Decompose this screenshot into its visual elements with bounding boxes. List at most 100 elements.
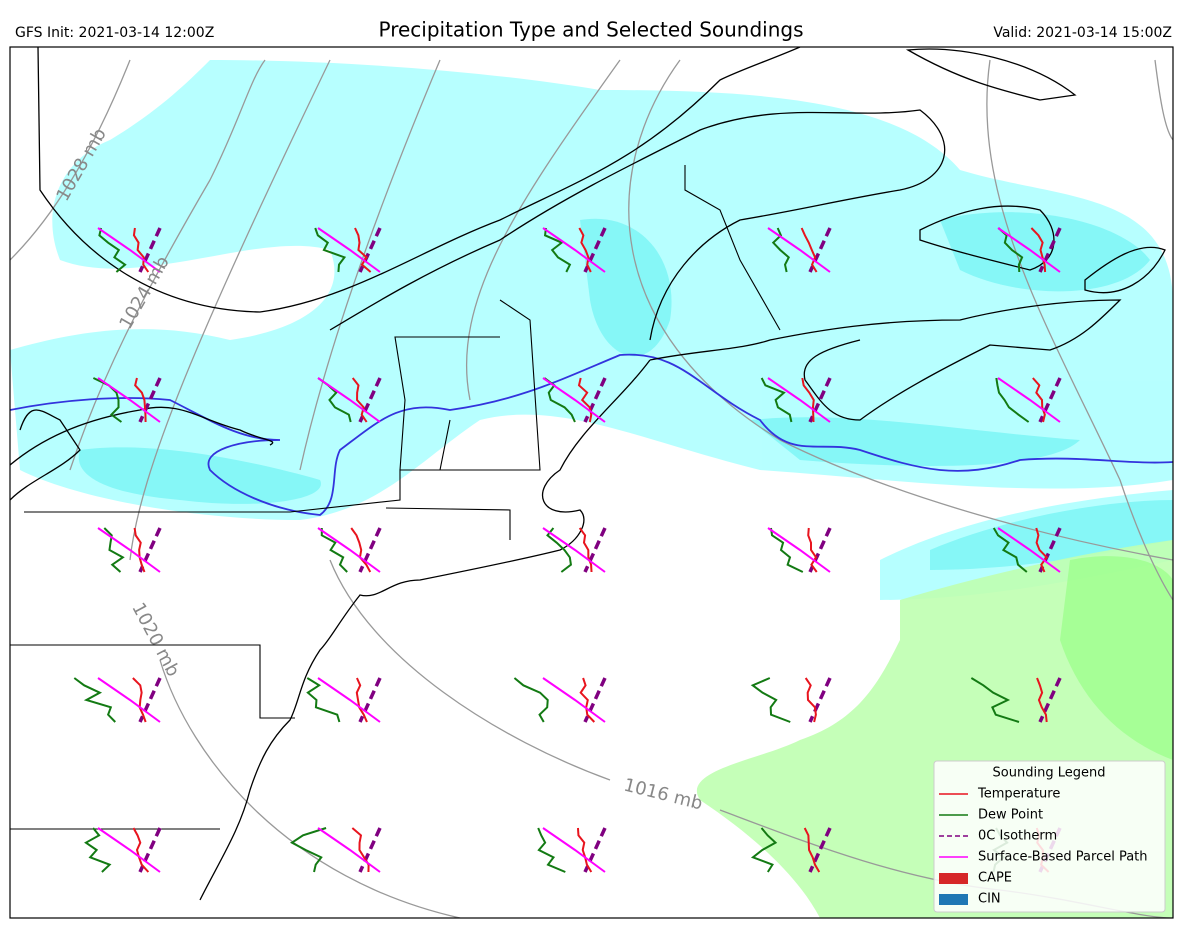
- dewpoint-line: [306, 677, 341, 723]
- isotherm: [1038, 527, 1062, 573]
- temperature-line: [579, 677, 596, 723]
- parcel-path: [767, 527, 831, 573]
- dewpoint-line: [750, 677, 791, 723]
- isotherm: [358, 227, 382, 273]
- isobar-label: 1020 mb: [127, 599, 183, 680]
- isotherm: [138, 527, 162, 573]
- parcel-path: [997, 527, 1061, 573]
- temperature-line: [577, 377, 593, 423]
- parcel-path: [97, 377, 161, 423]
- temperature-line: [355, 677, 368, 723]
- legend: Sounding Legend Temperature Dew Point 0C I…: [933, 760, 1166, 913]
- dewpoint-line: [771, 227, 790, 273]
- isotherm: [138, 677, 162, 723]
- legend-swatch: [939, 894, 968, 905]
- dewpoint-line: [320, 527, 348, 573]
- valid-time: Valid: 2021-03-14 15:00Z: [993, 25, 1172, 41]
- dewpoint-line: [98, 227, 127, 273]
- isotherm: [1038, 377, 1062, 423]
- isotherm: [583, 527, 607, 573]
- dewpoint-line: [289, 827, 327, 873]
- legend-label: CIN: [978, 892, 1001, 907]
- isotherm: [583, 677, 607, 723]
- temperature-line: [804, 677, 817, 723]
- parcel-path: [542, 527, 606, 573]
- parcel-path: [767, 377, 831, 423]
- isotherm: [583, 827, 607, 873]
- parcel-path: [317, 527, 381, 573]
- legend-swatch: [939, 873, 968, 884]
- legend-label: CAPE: [978, 871, 1012, 886]
- parcel-path: [542, 227, 606, 273]
- parcel-path: [997, 227, 1061, 273]
- zero-degree-line: [10, 353, 1173, 516]
- isotherm: [138, 227, 162, 273]
- temperature-line: [1032, 377, 1046, 423]
- dewpoint-line: [546, 527, 573, 573]
- parcel-path: [97, 677, 161, 723]
- isotherm: [138, 827, 162, 873]
- temperature-line: [576, 827, 593, 873]
- legend-title: Sounding Legend: [993, 766, 1106, 781]
- snow-heavy: [78, 212, 1173, 570]
- temperature-line: [578, 227, 592, 273]
- temperature-line: [351, 827, 370, 873]
- temperature-line: [350, 527, 372, 573]
- rain-heavy: [1060, 556, 1173, 760]
- dewpoint-line: [995, 377, 1030, 423]
- borders: [10, 165, 781, 830]
- coastlines: [10, 47, 1166, 901]
- dewpoint-line: [750, 827, 778, 873]
- parcel-path: [97, 227, 161, 273]
- temperature-line: [132, 827, 150, 873]
- isotherm: [808, 677, 832, 723]
- dewpoint-line: [84, 827, 112, 873]
- dewpoint-line: [314, 227, 347, 273]
- map-title: Precipitation Type and Selected Sounding…: [378, 18, 803, 42]
- legend-label: 0C Isotherm: [978, 829, 1057, 844]
- legend-label: Dew Point: [978, 808, 1043, 823]
- dewpoint-line: [543, 227, 572, 273]
- isotherm: [583, 377, 607, 423]
- isotherm: [358, 377, 382, 423]
- isotherm: [808, 227, 832, 273]
- temperature-line: [803, 827, 821, 873]
- temperature-line: [351, 377, 368, 423]
- init-time: GFS Init: 2021-03-14 12:00Z: [15, 25, 214, 41]
- dewpoint-line: [992, 527, 1028, 573]
- dewpoint-line: [537, 827, 566, 873]
- legend-box: [933, 760, 1166, 913]
- isotherm: [358, 677, 382, 723]
- temperature-line: [354, 227, 372, 273]
- parcel-path: [542, 377, 606, 423]
- isotherm: [138, 377, 162, 423]
- temperature-line: [801, 377, 815, 423]
- parcel-path: [317, 377, 381, 423]
- dewpoint-line: [970, 677, 1020, 723]
- temperature-line: [132, 227, 150, 273]
- parcel-path: [767, 227, 831, 273]
- isotherm: [1038, 677, 1062, 723]
- temperature-line: [1036, 677, 1048, 723]
- parcel-path: [317, 677, 381, 723]
- isotherm: [808, 827, 832, 873]
- isotherm: [583, 227, 607, 273]
- parcel-path: [997, 377, 1061, 423]
- parcel-path: [97, 527, 161, 573]
- dewpoint-line: [73, 677, 116, 723]
- isotherm: [358, 827, 382, 873]
- isobars: [10, 59, 1173, 918]
- temperature-line: [1035, 527, 1048, 573]
- legend-label: Temperature: [977, 787, 1060, 802]
- isobar-label: 1016 mb: [622, 775, 705, 815]
- snow-shading: [10, 60, 1173, 600]
- isotherm: [1038, 227, 1062, 273]
- map-frame: [9, 46, 1174, 919]
- temperature-line: [800, 227, 818, 273]
- parcel-path: [317, 227, 381, 273]
- isotherm: [358, 527, 382, 573]
- temperature-line: [134, 377, 147, 423]
- temperature-line: [578, 527, 593, 573]
- temperature-line: [807, 527, 818, 573]
